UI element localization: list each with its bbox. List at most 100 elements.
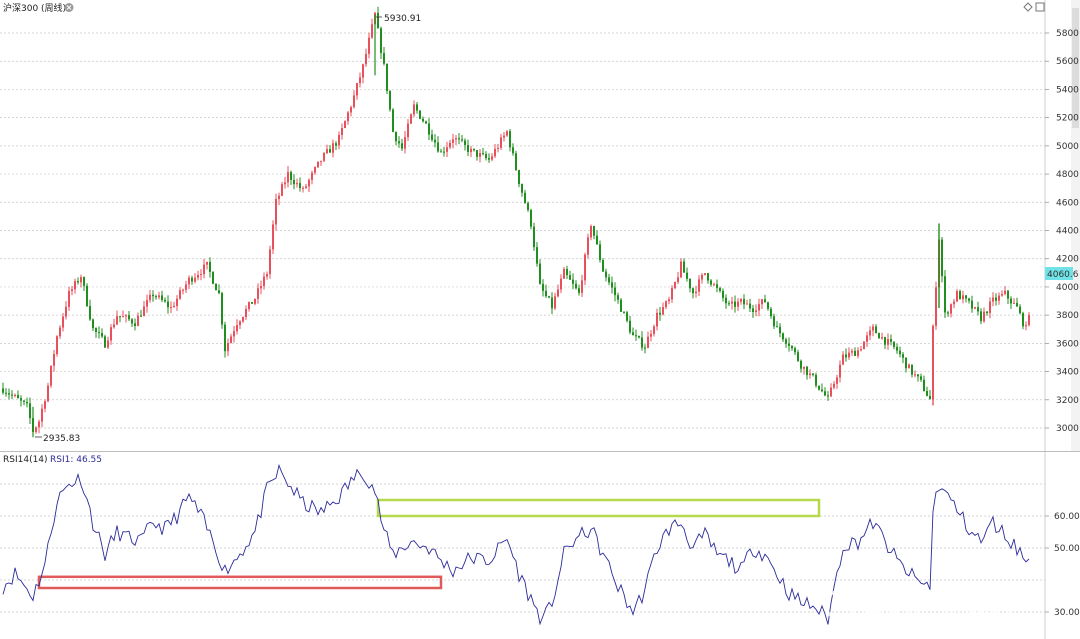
candle-body bbox=[950, 304, 952, 314]
candle-body bbox=[392, 109, 394, 132]
candle-body bbox=[1010, 298, 1012, 304]
candle-body bbox=[863, 341, 865, 350]
candle-body bbox=[419, 110, 421, 119]
candle-body bbox=[1013, 302, 1015, 304]
candle-body bbox=[965, 295, 967, 299]
candle-body bbox=[356, 83, 358, 96]
candle-body bbox=[980, 311, 982, 322]
candle-body bbox=[35, 427, 37, 432]
diamond-icon[interactable] bbox=[1023, 2, 1033, 12]
candle-body bbox=[809, 373, 811, 376]
price-tick-label: 5600 bbox=[1056, 57, 1079, 67]
candle-body bbox=[191, 277, 193, 282]
price-axis: 3000 3200 3400 3600 3800 4000 4200 4400 4600 4800… bbox=[1045, 29, 1079, 434]
scrollbar-thumb[interactable] bbox=[1072, 8, 1079, 128]
candle-body bbox=[329, 149, 331, 153]
candle-body bbox=[224, 324, 226, 352]
candle-body bbox=[575, 283, 577, 289]
candle-body bbox=[869, 330, 871, 336]
candle-body bbox=[263, 276, 265, 287]
svg-text:4060.6: 4060.6 bbox=[1047, 270, 1079, 280]
candle-body bbox=[350, 107, 352, 113]
candle-body bbox=[527, 203, 529, 210]
price-tick-label: 5000 bbox=[1056, 142, 1079, 152]
candle-body bbox=[968, 298, 970, 301]
candle-body bbox=[701, 274, 703, 280]
candle-body bbox=[827, 395, 829, 397]
candle-body bbox=[959, 291, 961, 300]
candle-body bbox=[443, 151, 445, 153]
candle-body bbox=[935, 287, 937, 326]
candle-body bbox=[611, 282, 613, 288]
candle-body bbox=[380, 28, 382, 54]
candle-body bbox=[662, 307, 664, 315]
candle-body bbox=[806, 366, 808, 376]
candle-body bbox=[146, 300, 148, 307]
close-circle-icon[interactable] bbox=[64, 3, 74, 12]
price-tick-label: 4000 bbox=[1056, 283, 1079, 293]
candle-body bbox=[800, 360, 802, 369]
candle-body bbox=[557, 289, 559, 297]
candle-body bbox=[41, 408, 43, 422]
candle-body bbox=[11, 394, 13, 396]
candle-body bbox=[788, 343, 790, 347]
candle-body bbox=[338, 134, 340, 146]
candle-body bbox=[344, 121, 346, 128]
candle-body bbox=[845, 354, 847, 358]
candle-body bbox=[929, 395, 931, 400]
candle-body bbox=[785, 339, 787, 344]
candle-body bbox=[137, 315, 139, 326]
candle-body bbox=[215, 283, 217, 291]
candle-body bbox=[170, 306, 172, 308]
candle-body bbox=[119, 316, 121, 318]
candle-body bbox=[962, 295, 964, 300]
candle-body bbox=[155, 296, 157, 298]
price-tick-label: 3600 bbox=[1056, 339, 1079, 349]
candle-body bbox=[212, 271, 214, 284]
candle-body bbox=[977, 307, 979, 312]
candle-body bbox=[449, 142, 451, 148]
candle-body bbox=[623, 311, 625, 313]
candle-body bbox=[548, 296, 550, 298]
candle-body bbox=[305, 186, 307, 188]
candle-body bbox=[659, 312, 661, 315]
candle-body bbox=[398, 141, 400, 144]
candle-body bbox=[512, 147, 514, 154]
candle-body bbox=[47, 385, 49, 402]
square-icon[interactable] bbox=[1035, 2, 1045, 12]
candle-body bbox=[206, 261, 208, 265]
candle-body bbox=[584, 254, 586, 281]
candle-body bbox=[872, 326, 874, 331]
last-price-badge: 4060.6 bbox=[1045, 267, 1079, 280]
candle-body bbox=[341, 127, 343, 135]
candle-body bbox=[638, 336, 640, 338]
candle-body bbox=[890, 339, 892, 342]
candle-body bbox=[545, 290, 547, 297]
candle-body bbox=[521, 184, 523, 193]
price-tick-label: 5200 bbox=[1056, 114, 1079, 124]
candle-body bbox=[824, 391, 826, 396]
candle-body bbox=[761, 299, 763, 305]
candle-body bbox=[644, 347, 646, 349]
candle-body bbox=[482, 153, 484, 155]
candle-body bbox=[290, 172, 292, 180]
rsi-tick-label: 60.00 bbox=[1054, 512, 1080, 522]
candle-body bbox=[458, 138, 460, 140]
price-tick-label: 3200 bbox=[1056, 396, 1079, 406]
candle-body bbox=[74, 281, 76, 290]
candle-body bbox=[851, 350, 853, 353]
candle-body bbox=[533, 226, 535, 248]
candle-body bbox=[818, 385, 820, 390]
candle-body bbox=[626, 312, 628, 321]
candle-body bbox=[536, 247, 538, 264]
candle-body bbox=[989, 301, 991, 314]
candle-body bbox=[371, 24, 373, 38]
candle-body bbox=[20, 398, 22, 401]
candle-body bbox=[665, 301, 667, 308]
candle-body bbox=[833, 383, 835, 388]
candle-body bbox=[842, 354, 844, 365]
scrollbar-track[interactable] bbox=[1071, 0, 1080, 451]
candle-body bbox=[500, 137, 502, 148]
candle-body bbox=[632, 332, 634, 336]
